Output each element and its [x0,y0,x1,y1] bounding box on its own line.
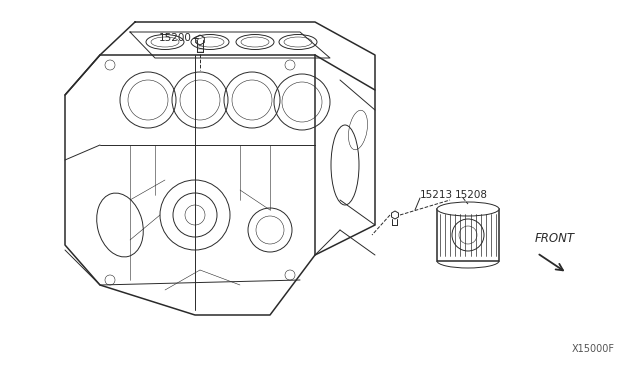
Text: 15213: 15213 [420,190,453,200]
Bar [437,209,499,261]
Text: FRONT: FRONT [535,232,575,245]
Text: 15200: 15200 [159,33,192,43]
Text: X15000F: X15000F [572,344,615,354]
Text: 15208: 15208 [455,190,488,200]
Ellipse shape [437,202,499,216]
